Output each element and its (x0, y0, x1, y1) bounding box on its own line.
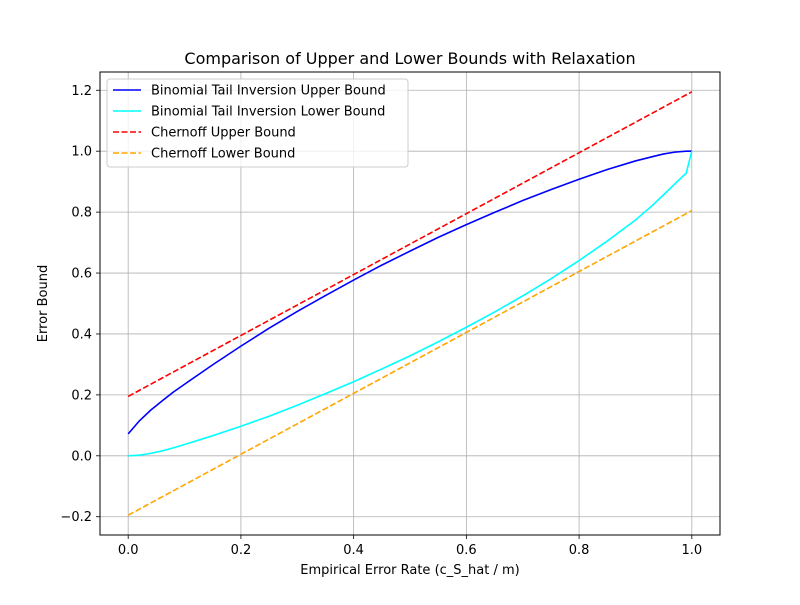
legend-label: Binomial Tail Inversion Lower Bound (151, 105, 385, 120)
x-tick-label: 0.6 (456, 543, 477, 558)
binomial-upper-bound-line (127, 150, 692, 435)
y-tick-label: 0.8 (71, 206, 92, 221)
legend-box (106, 78, 409, 168)
y-tick-label: 1.2 (71, 84, 92, 99)
legend-label: Binomial Tail Inversion Upper Bound (151, 84, 386, 99)
y-tick-label: 0.6 (71, 267, 92, 282)
series-lines (127, 91, 693, 516)
x-tick-label: 0.2 (231, 543, 252, 558)
chernoff-upper-bound-line (127, 91, 693, 398)
x-tick-label: 0.8 (569, 543, 590, 558)
legend: Binomial Tail Inversion Upper Bound Binom… (106, 78, 409, 168)
y-tick-label: 0.4 (71, 327, 92, 342)
y-tick-label: 0.0 (71, 449, 92, 464)
binomial-lower-bound-line (128, 151, 693, 457)
x-tick-label: 0.4 (343, 543, 364, 558)
y-tick-label: 1.0 (71, 145, 92, 160)
x-axis-label: Empirical Error Rate (c_S_hat / m) (300, 563, 519, 578)
axis-ticks: 0.0 0.2 0.4 0.6 0.8 1.0 −0.2 0.0 0.2 0.4 0.6 0.8 1.0… (60, 84, 702, 558)
y-axis-label: Error Bound (36, 265, 51, 342)
x-tick-label: 0.0 (118, 543, 139, 558)
legend-label: Chernoff Upper Bound (151, 126, 296, 141)
chart-title: Comparison of Upper and Lower Bounds wit… (184, 49, 635, 68)
x-tick-label: 1.0 (681, 543, 702, 558)
plot-frame (99, 71, 721, 536)
legend-items: Binomial Tail Inversion Upper Bound Binom… (113, 84, 386, 162)
chernoff-lower-bound-line (127, 209, 693, 516)
legend-label: Chernoff Lower Bound (151, 147, 295, 162)
y-tick-label: 0.2 (71, 388, 92, 403)
y-tick-label: −0.2 (60, 510, 92, 525)
